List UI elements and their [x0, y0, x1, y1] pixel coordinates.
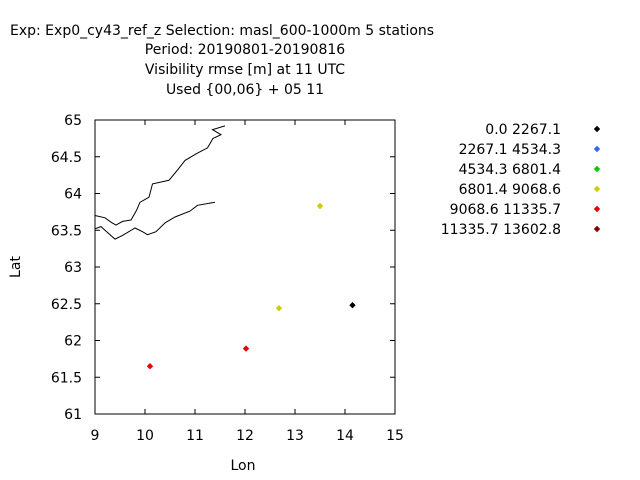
- x-tick-label: 10: [136, 428, 154, 444]
- data-point: [242, 345, 250, 352]
- y-tick-label: 65: [64, 113, 82, 129]
- legend-marker: [593, 205, 601, 213]
- title-line-3: Visibility rmse [m] at 11 UTC: [145, 62, 345, 78]
- legend-label: 2267.1 4534.3: [459, 142, 561, 158]
- legend-label: 4534.3 6801.4: [459, 162, 562, 178]
- x-tick-label: 11: [186, 428, 204, 444]
- title-line-1: Exp: Exp0_cy43_ref_z Selection: masl_600…: [10, 23, 434, 39]
- data-point: [349, 302, 356, 309]
- coastline-layer: [94, 125, 226, 240]
- legend-label: 11335.7 13602.8: [441, 222, 561, 238]
- data-point: [275, 304, 283, 312]
- data-point: [316, 202, 324, 210]
- x-axis-label: Lon: [231, 458, 256, 474]
- y-tick-label: 61.5: [51, 370, 82, 386]
- x-tick-label: 15: [386, 428, 404, 444]
- legend-marker: [593, 165, 601, 173]
- y-tick-label: 61: [64, 407, 82, 423]
- chart-title: Exp: Exp0_cy43_ref_z Selection: masl_600…: [10, 23, 434, 98]
- legend-label: 6801.4 9068.6: [459, 182, 562, 198]
- title-line-4: Used {00,06} + 05 11: [166, 82, 324, 98]
- x-tick-label: 13: [286, 428, 304, 444]
- y-axis-label: Lat: [8, 256, 24, 278]
- x-axis-ticks: 9 10 11 12 13 14 15: [91, 120, 404, 444]
- legend-marker: [593, 185, 601, 193]
- y-tick-label: 63.5: [51, 223, 82, 239]
- legend-label: 9068.6 11335.7: [450, 202, 561, 218]
- data-points: [146, 202, 356, 370]
- y-tick-label: 63: [64, 260, 82, 276]
- coastline-1: [94, 125, 226, 226]
- y-tick-label: 62: [64, 334, 82, 350]
- data-point: [146, 363, 154, 370]
- plot-frame: [94, 119, 396, 415]
- x-tick-label: 9: [91, 428, 100, 444]
- legend-marker: [593, 125, 601, 133]
- coastline-2: [94, 201, 216, 240]
- legend: 0.0 2267.1 2267.1 4534.3 4534.3 6801.4 6801…: [441, 122, 601, 238]
- x-tick-label: 14: [336, 428, 354, 444]
- legend-marker: [593, 145, 601, 153]
- y-tick-label: 64.5: [51, 150, 82, 166]
- legend-marker: [593, 225, 601, 233]
- title-line-2: Period: 20190801-20190816: [145, 42, 345, 58]
- x-tick-label: 12: [236, 428, 254, 444]
- legend-label: 0.0 2267.1: [485, 122, 561, 138]
- y-tick-label: 64: [64, 187, 82, 203]
- y-tick-label: 62.5: [51, 297, 82, 313]
- y-axis-ticks: 61 61.5 62 62.5 63 63.5 64 64.5 65: [51, 113, 395, 423]
